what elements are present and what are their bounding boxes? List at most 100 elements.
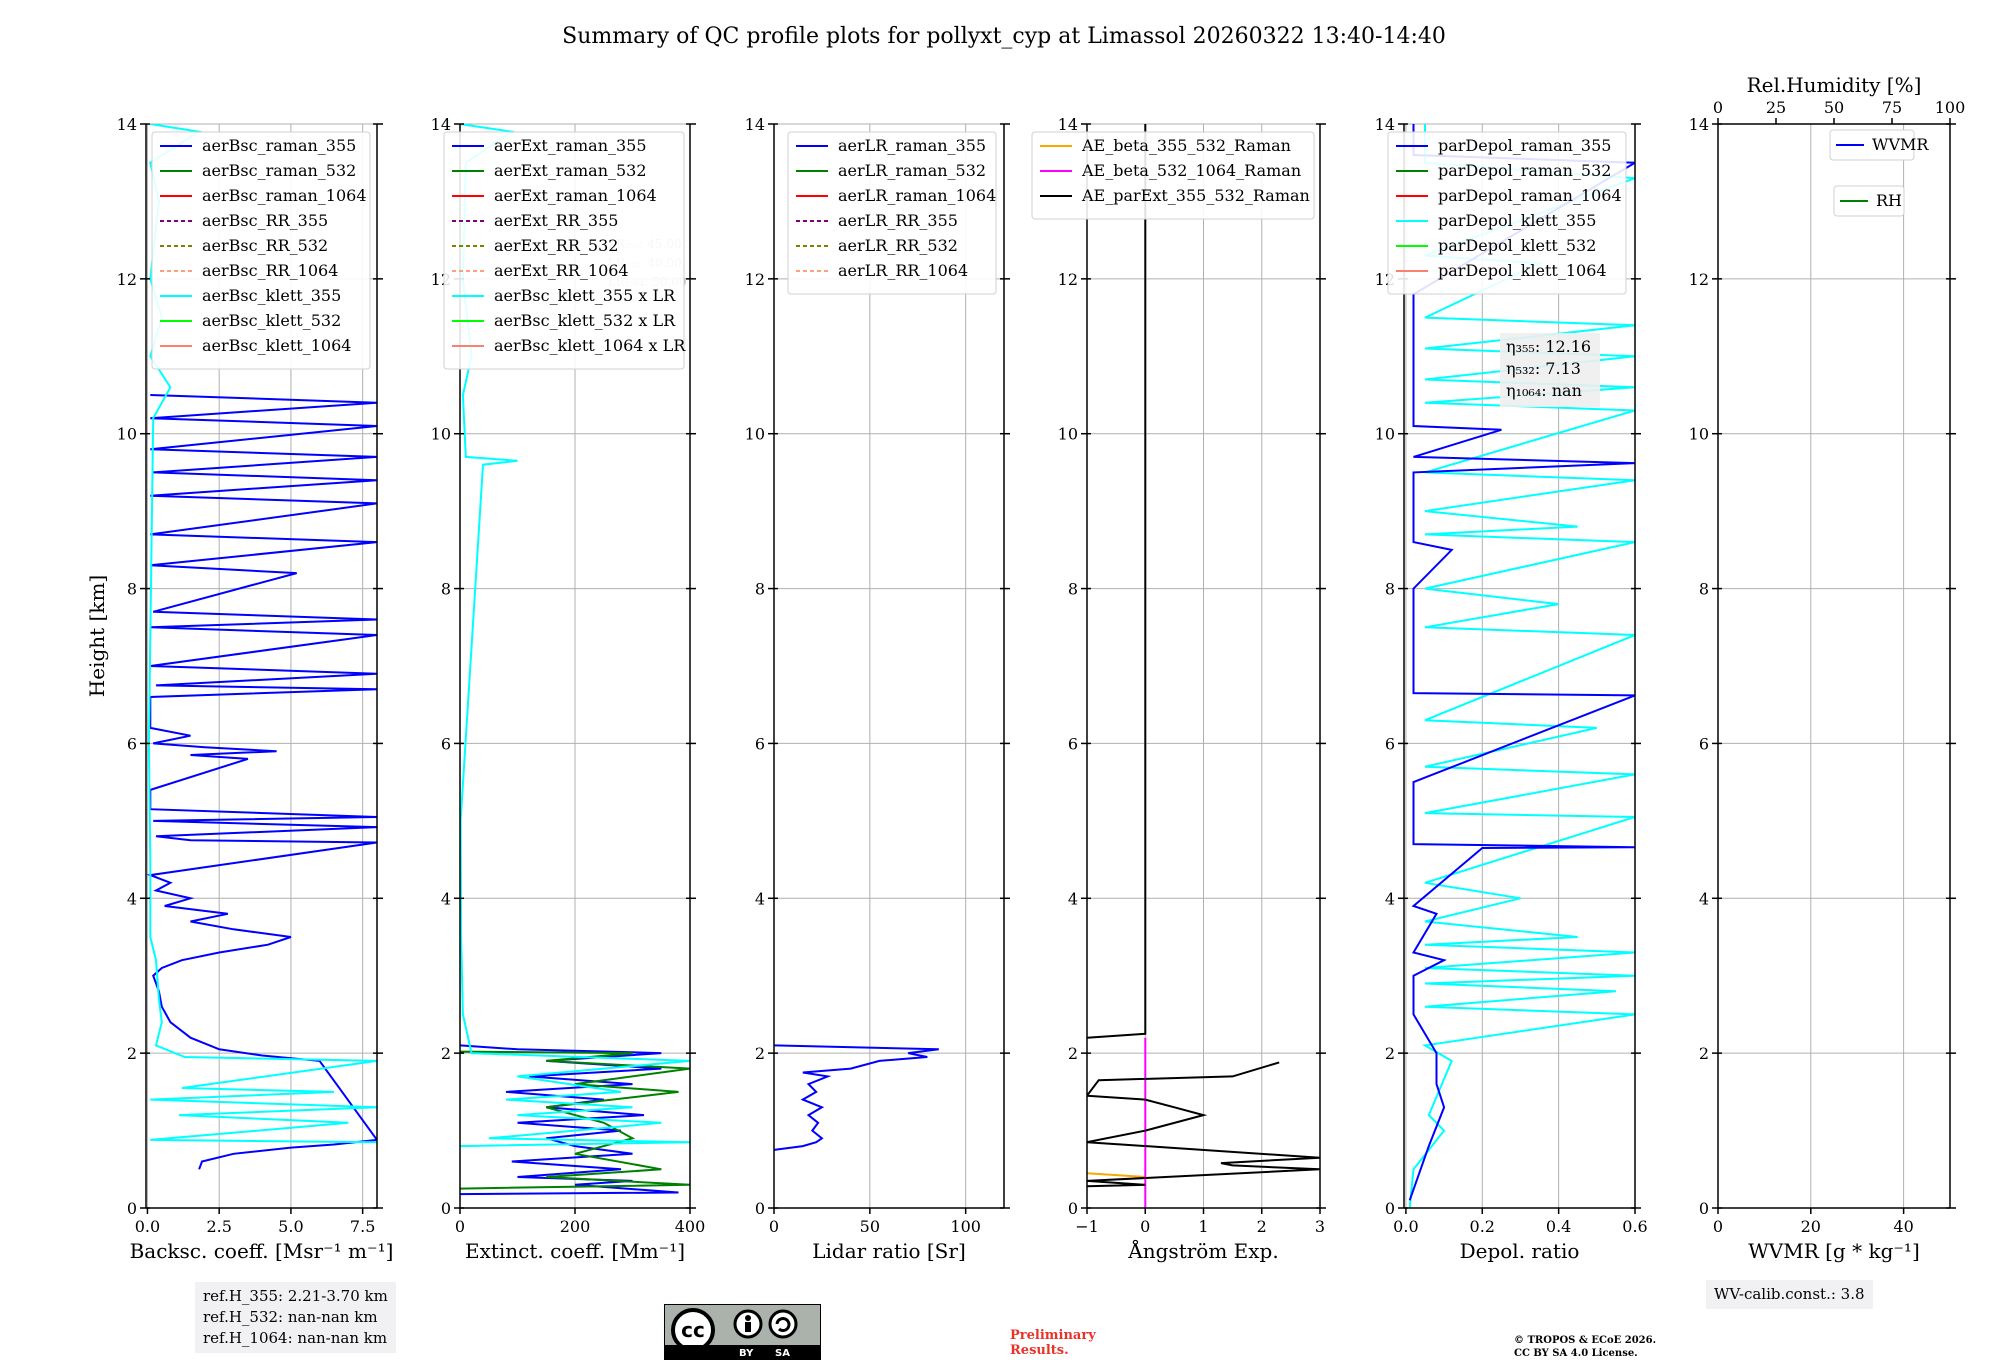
legend-label: AE_beta_532_1064_Raman xyxy=(1081,161,1301,180)
series-line-AE_parExt_355_532_Raman_upper xyxy=(1087,124,1145,1038)
x-axis-label-bsc: Backsc. coeff. [Msr⁻¹ m⁻¹] xyxy=(130,1239,394,1263)
x-tick-label: 0.2 xyxy=(1470,1217,1495,1236)
legend-label: WVMR xyxy=(1872,135,1929,154)
legend-label: aerBsc_klett_355 x LR xyxy=(494,286,676,305)
y-tick-label: 0 xyxy=(1068,1199,1078,1218)
legend-label: aerExt_raman_355 xyxy=(494,136,647,155)
preliminary-line-2: Results. xyxy=(1010,1343,1096,1358)
y-tick-label: 10 xyxy=(431,425,451,444)
x-tick-label: 2.5 xyxy=(206,1217,231,1236)
y-tick-label: 10 xyxy=(117,425,137,444)
y-tick-label: 4 xyxy=(755,889,765,908)
x-tick-label: 2 xyxy=(1257,1217,1267,1236)
legend-label: aerBsc_klett_532 xyxy=(202,311,341,330)
y-tick-label: 14 xyxy=(431,115,451,134)
ref-height-box: ref.H_355: 2.21-3.70 km ref.H_532: nan-n… xyxy=(195,1282,396,1353)
x-axis-label-wv: WVMR [g * kg⁻¹] xyxy=(1748,1239,1920,1263)
legend-box-wv-1: RH xyxy=(1834,186,1904,216)
wv-calib-const: WV-calib.const.: 3.8 xyxy=(1714,1284,1865,1305)
y-tick-label: 8 xyxy=(441,580,451,599)
y-tick-label: 8 xyxy=(127,580,137,599)
ref-height-1064: ref.H_1064: nan-nan km xyxy=(203,1328,388,1349)
legend-label: aerLR_raman_1064 xyxy=(838,186,996,205)
wv-calib-box: WV-calib.const.: 3.8 xyxy=(1706,1280,1873,1309)
legend-label: aerBsc_klett_1064 x LR xyxy=(494,336,686,355)
y-tick-label: 0 xyxy=(755,1199,765,1218)
y-tick-label: 14 xyxy=(1375,115,1395,134)
x-tick-label: 400 xyxy=(675,1217,706,1236)
legend-label: aerExt_raman_1064 xyxy=(494,186,657,205)
legend-label: parDepol_klett_532 xyxy=(1438,236,1596,255)
legend-label: aerBsc_raman_532 xyxy=(202,161,356,180)
legend-label: AE_beta_355_532_Raman xyxy=(1081,136,1291,155)
legend-label: parDepol_raman_532 xyxy=(1438,161,1611,180)
legend-label: aerLR_raman_355 xyxy=(838,136,986,155)
legend-label: AE_parExt_355_532_Raman xyxy=(1081,186,1310,205)
y-tick-label: 12 xyxy=(745,270,765,289)
legend-label: aerExt_RR_532 xyxy=(494,236,618,255)
legend-ext: aerExt_raman_355 aerExt_raman_532 aerExt_r… xyxy=(444,132,686,369)
y-tick-label: 10 xyxy=(745,425,765,444)
x-axis-label-depol: Depol. ratio xyxy=(1460,1239,1580,1263)
x-tick-label: 5.0 xyxy=(278,1217,303,1236)
legend-label: aerExt_RR_355 xyxy=(494,211,618,230)
legend-label: aerLR_RR_355 xyxy=(838,211,958,230)
legend-lr: aerLR_raman_355 aerLR_raman_532 aerLR_rama… xyxy=(788,132,996,294)
x-tick-label: 0.6 xyxy=(1622,1217,1647,1236)
y-tick-label: 0 xyxy=(441,1199,451,1218)
copyright-line-1: © TROPOS & ECoE 2026. xyxy=(1514,1334,1656,1347)
x-axis-label-ext: Extinct. coeff. [Mm⁻¹] xyxy=(465,1239,685,1263)
figure-title: Summary of QC profile plots for pollyxt_… xyxy=(562,24,1446,49)
legend-box-wv-0: WVMR xyxy=(1830,130,1929,160)
y-tick-label: 6 xyxy=(1385,734,1395,753)
y-tick-label: 14 xyxy=(745,115,765,134)
by-person-head xyxy=(745,1315,751,1321)
y-tick-label: 6 xyxy=(1068,734,1078,753)
legend-label: aerBsc_klett_1064 xyxy=(202,336,351,355)
y-axis-label: Height [km] xyxy=(85,575,109,697)
x-tick-label: 0 xyxy=(1140,1217,1150,1236)
top-tick-label: 0 xyxy=(1713,98,1723,117)
eta-label: η₁₀₆₄: nan xyxy=(1506,381,1582,400)
legend-depol: parDepol_raman_355 parDepol_raman_532 parD… xyxy=(1388,132,1626,294)
series-line-aerExt_raman_355 xyxy=(460,1045,679,1194)
y-tick-label: 8 xyxy=(755,580,765,599)
y-tick-label: 4 xyxy=(1699,889,1709,908)
legend-label: aerLR_RR_1064 xyxy=(838,261,968,280)
y-tick-label: 2 xyxy=(1699,1044,1709,1063)
x-tick-label: 20 xyxy=(1801,1217,1821,1236)
sa-share-icon xyxy=(770,1311,796,1337)
x-axis-label-lr: Lidar ratio [Sr] xyxy=(812,1239,966,1263)
x-tick-label: 200 xyxy=(560,1217,591,1236)
legend-label: aerExt_raman_532 xyxy=(494,161,647,180)
top-tick-label: 75 xyxy=(1882,98,1902,117)
y-tick-label: 0 xyxy=(1699,1199,1709,1218)
y-tick-label: 2 xyxy=(441,1044,451,1063)
legend-label: aerBsc_raman_355 xyxy=(202,136,356,155)
legend-label: aerBsc_raman_1064 xyxy=(202,186,367,205)
x-axis-label-ae: Ångström Exp. xyxy=(1127,1238,1278,1263)
panel-wv: 024681012140 20 40WVMR [g * kg⁻¹]0 25 50 75 10… xyxy=(1689,73,1966,1263)
legend-label: aerLR_raman_532 xyxy=(838,161,986,180)
cc-sa-text: SA xyxy=(775,1348,790,1359)
legend-label: RH xyxy=(1876,191,1902,210)
x-tick-label: 0.4 xyxy=(1546,1217,1571,1236)
y-tick-label: 12 xyxy=(1689,270,1709,289)
y-tick-label: 12 xyxy=(117,270,137,289)
legend-label: parDepol_raman_1064 xyxy=(1438,186,1622,205)
y-tick-label: 8 xyxy=(1699,580,1709,599)
x-tick-label: 0 xyxy=(1713,1217,1723,1236)
panel-ae: 02468101214−1 0 1 2 3Ångström Exp.AE_beta_35… xyxy=(1032,115,1326,1263)
x-tick-label: 1 xyxy=(1198,1217,1208,1236)
legend-bsc: aerBsc_raman_355 aerBsc_raman_532 aerBsc_r… xyxy=(152,132,370,369)
top-tick-label: 100 xyxy=(1935,98,1966,117)
by-person-body xyxy=(745,1322,751,1332)
legend-label: aerBsc_klett_532 x LR xyxy=(494,311,676,330)
y-tick-label: 0 xyxy=(127,1199,137,1218)
x-tick-label: 0 xyxy=(769,1217,779,1236)
x-tick-label: 0.0 xyxy=(135,1217,160,1236)
legend-label: parDepol_raman_355 xyxy=(1438,136,1611,155)
legend-label: aerExt_RR_1064 xyxy=(494,261,629,280)
